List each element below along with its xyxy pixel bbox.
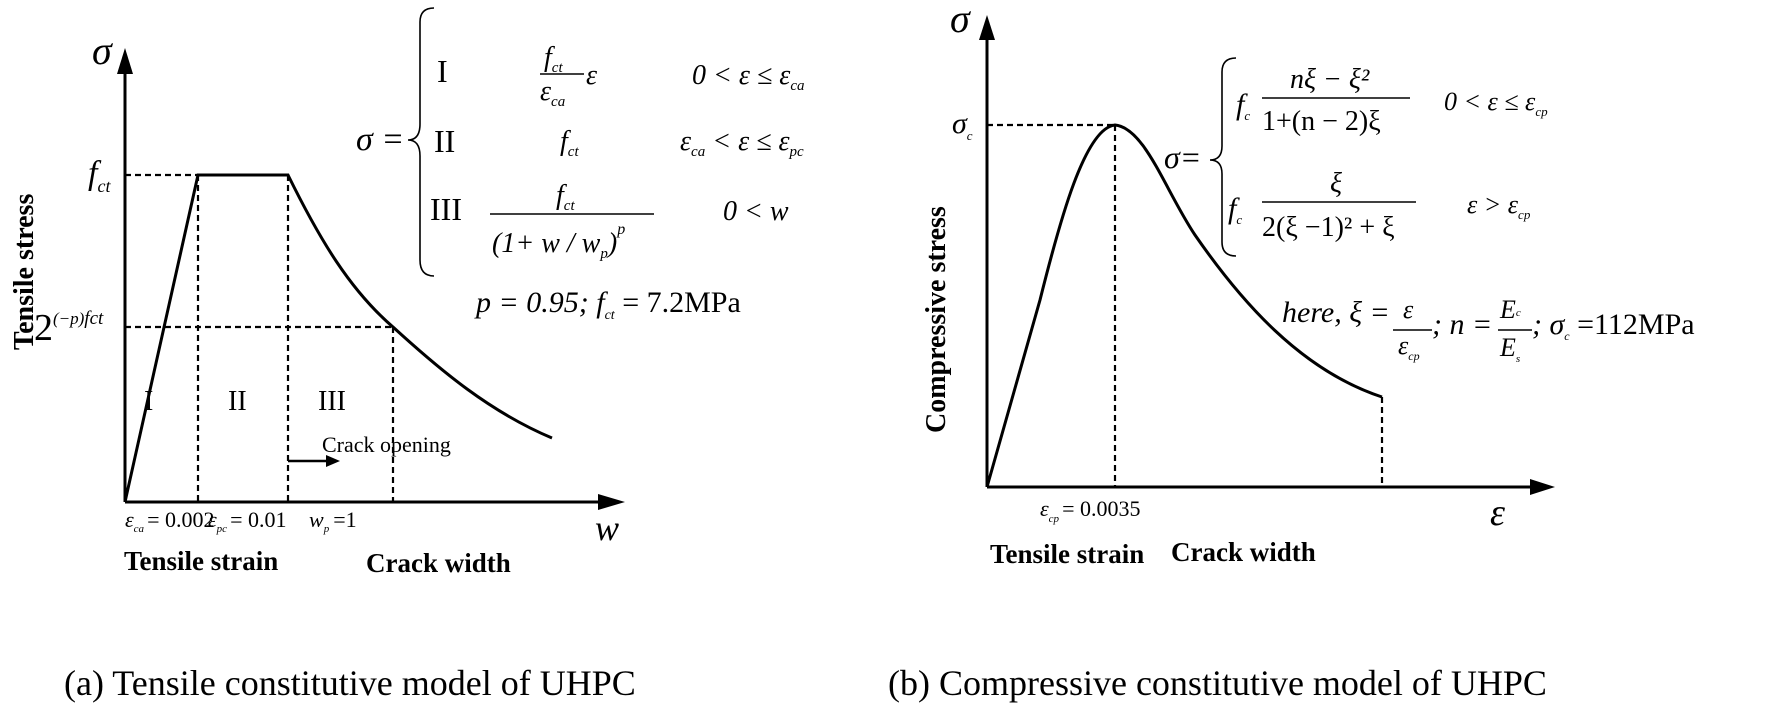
panel-b-compressive (979, 15, 1555, 495)
stage-label-III: III (430, 191, 462, 227)
x-tick-eps-pc: εpc = 0.01 (208, 507, 286, 535)
x-tick-eps-ca: εca = 0.002 (125, 507, 214, 535)
eq-asc-condition: 0 < ε ≤ εcp (1444, 87, 1548, 119)
equation-brace (1209, 57, 1237, 257)
stage-label-I: I (437, 53, 448, 89)
guide-lines (125, 173, 395, 502)
eq-II-expression: fct (560, 126, 579, 160)
y-tick-sigma-c: σc (952, 107, 973, 143)
eq-I-denominator: εca (540, 76, 565, 110)
definition-n-numerator: Ec (1499, 295, 1521, 324)
x-axis-symbol: ε (1490, 492, 1505, 534)
eq-III-denominator: (1+ w / wp)p (492, 221, 625, 262)
fraction-bars (490, 73, 1532, 331)
definition-xi-denominator: εcp (1398, 331, 1420, 363)
y-axis-title: Compressive stress (921, 206, 952, 433)
eq-I-condition: 0 < ε ≤ εca (692, 60, 805, 94)
eq-desc-denominator: 2(ξ −1)² + ξ (1262, 212, 1395, 243)
caption-panel-b: (b) Compressive constitutive model of UH… (888, 663, 1547, 703)
x-axis-title-crack-width: Crack width (1171, 537, 1316, 567)
x-tick-wp: wp =1 (309, 507, 357, 535)
x-axis-title-crack-width: Crack width (366, 548, 511, 578)
x-axis-title-strain: Tensile strain (990, 539, 1144, 569)
definition-sigma-c: ; σc =112MPa (1532, 308, 1695, 343)
crack-opening-label: Crack opening (322, 432, 451, 457)
region-label-III: III (318, 386, 346, 417)
tensile-curve (123, 173, 553, 503)
region-label-II: II (228, 386, 247, 417)
caption-panel-a: (a) Tensile constitutive model of UHPC (64, 663, 636, 703)
x-axis-arrow-icon (1530, 479, 1555, 495)
x-axis-symbol: w (595, 508, 619, 548)
eq-III-condition: 0 < w (723, 196, 789, 227)
y-tick-reduced-fct: 2(−p)fct (34, 307, 104, 349)
equation-parameters: p = 0.95; fct = 7.2MPa (474, 286, 741, 323)
equation-lhs: σ = (356, 121, 404, 158)
y-axis-symbol: σ (92, 28, 113, 73)
y-axis-arrow-icon (117, 48, 133, 74)
panel-a-tensile (117, 48, 625, 510)
eq-I-numerator: fct (544, 42, 563, 76)
eq-desc-condition: ε > εcp (1467, 190, 1531, 222)
x-tick-eps-cp: εcp = 0.0035 (1040, 496, 1140, 525)
definition-xi-prefix: here, ξ = (1282, 296, 1390, 329)
y-axis-symbol: σ (950, 0, 971, 41)
y-axis-arrow-icon (979, 15, 995, 40)
y-tick-fct: fct (88, 155, 111, 196)
stage-label-II: II (434, 123, 455, 159)
eq-I-factor: ε (586, 60, 597, 91)
definition-n-prefix: ; n = (1432, 308, 1492, 341)
x-axis-arrow-icon (598, 494, 625, 510)
equation-lhs: σ= (1164, 139, 1201, 175)
eq-asc-denominator: 1+(n − 2)ξ (1262, 106, 1381, 137)
eq-II-condition: εca < ε ≤ εpc (680, 126, 804, 160)
x-axis-title-strain: Tensile strain (124, 546, 278, 576)
definition-n-denominator: Es (1499, 333, 1520, 365)
eq-desc-coefficient: fc (1228, 192, 1242, 227)
compressive-curve (985, 123, 1383, 488)
eq-desc-numerator: ξ (1330, 168, 1342, 199)
equation-brace (407, 7, 435, 277)
region-label-I: I (144, 386, 153, 417)
guide-lines (987, 123, 1384, 487)
definition-xi-numerator: ε (1403, 295, 1414, 324)
crack-opening-arrowhead-icon (326, 455, 340, 467)
eq-asc-numerator: nξ − ξ² (1290, 64, 1370, 95)
y-axis-title: Tensile stress (9, 194, 40, 350)
eq-III-numerator: fct (556, 180, 575, 214)
eq-asc-coefficient: fc (1236, 88, 1250, 123)
